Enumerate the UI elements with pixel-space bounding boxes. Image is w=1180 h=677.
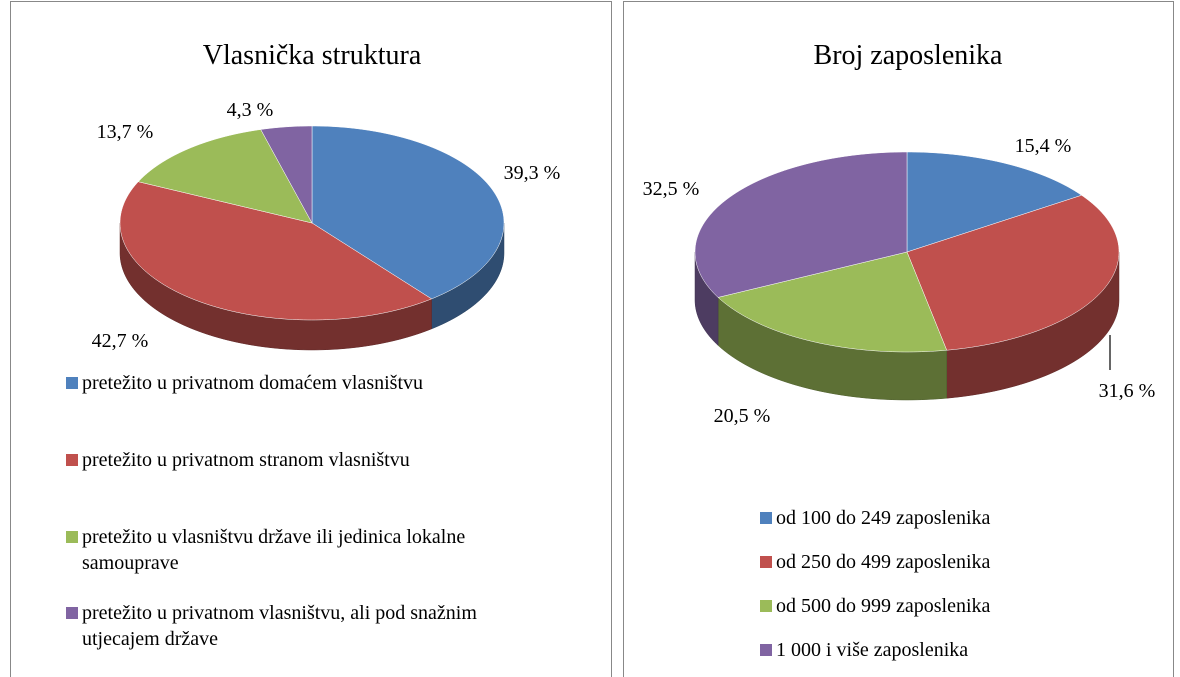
legend-label: od 500 do 999 zaposlenika bbox=[776, 595, 991, 617]
data-label: 13,7 % bbox=[97, 121, 154, 143]
legend-swatch bbox=[760, 556, 772, 568]
legend-item: od 250 do 499 zaposlenika bbox=[760, 549, 1160, 575]
legend-swatch bbox=[760, 512, 772, 524]
slice bbox=[717, 251, 948, 353]
slice bbox=[137, 129, 313, 224]
legend-label: pretežito u privatnom stranom vlasništvu bbox=[82, 449, 410, 471]
legend-label: pretežito u privatnom vlasništvu, ali po… bbox=[82, 602, 477, 650]
data-label: 39,3 % bbox=[504, 162, 561, 184]
legend-label: pretežito u privatnom domaćem vlasništvu bbox=[82, 372, 424, 394]
panel-border bbox=[10, 1, 612, 677]
slice bbox=[119, 181, 433, 321]
chart-title: Broj zaposlenika bbox=[814, 40, 1004, 71]
slice bbox=[260, 125, 313, 224]
legend-label: 1 000 i više zaposlenika bbox=[776, 639, 969, 661]
legend-swatch bbox=[760, 644, 772, 656]
chart-title: Vlasnička struktura bbox=[203, 40, 422, 71]
legend-swatch bbox=[66, 531, 78, 543]
legend-item: od 100 do 249 zaposlenika bbox=[760, 505, 1160, 531]
data-label: 15,4 % bbox=[1015, 135, 1072, 157]
slice bbox=[694, 151, 908, 298]
legend-label: pretežito u vlasništvu države ili jedini… bbox=[82, 526, 466, 574]
legend-item: pretežito u vlasništvu države ili jedini… bbox=[66, 524, 546, 576]
legend-swatch bbox=[760, 600, 772, 612]
legend-item: 1 000 i više zaposlenika bbox=[760, 637, 1160, 663]
slice bbox=[906, 194, 1120, 351]
data-label: 42,7 % bbox=[92, 330, 149, 352]
panel-border bbox=[623, 1, 1174, 677]
legend-label: od 100 do 249 zaposlenika bbox=[776, 507, 991, 529]
data-label: 31,6 % bbox=[1099, 380, 1156, 402]
legend-item: pretežito u privatnom stranom vlasništvu bbox=[66, 447, 546, 473]
data-label: 20,5 % bbox=[714, 405, 771, 427]
slice bbox=[906, 151, 1083, 253]
pie-tops bbox=[694, 151, 1120, 353]
pie-tops bbox=[119, 125, 505, 321]
data-label: 32,5 % bbox=[643, 178, 700, 200]
legend-item: od 500 do 999 zaposlenika bbox=[760, 593, 1160, 619]
legend-swatch bbox=[66, 454, 78, 466]
legend-label: od 250 do 499 zaposlenika bbox=[776, 551, 991, 573]
data-label: 4,3 % bbox=[227, 99, 274, 121]
legend-swatch bbox=[66, 607, 78, 619]
legend-item: pretežito u privatnom domaćem vlasništvu bbox=[66, 370, 546, 396]
legend-swatch bbox=[66, 377, 78, 389]
legend-item: pretežito u privatnom vlasništvu, ali po… bbox=[66, 600, 546, 652]
slice bbox=[311, 125, 505, 300]
